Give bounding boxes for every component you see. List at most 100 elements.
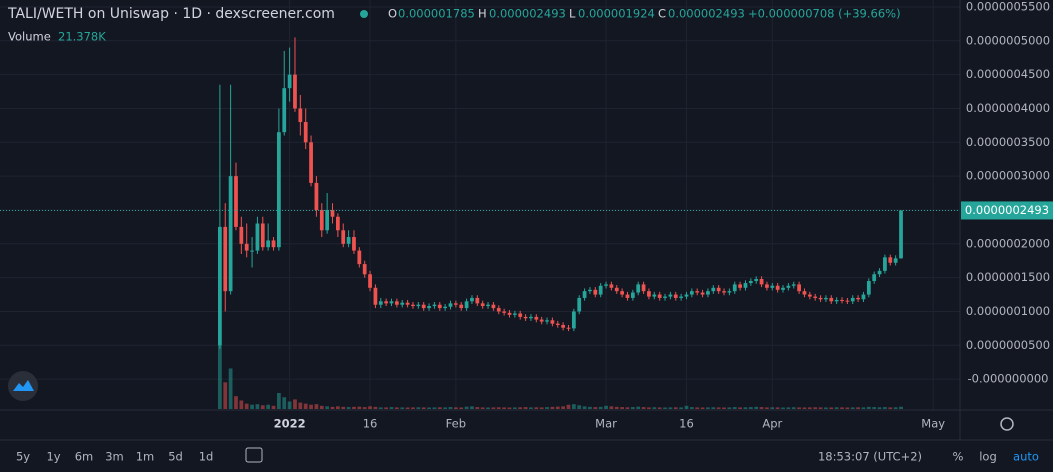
- candle-body: [255, 223, 260, 251]
- candle-body: [550, 320, 555, 324]
- volume-bar: [641, 407, 646, 409]
- settings-icon[interactable]: [1000, 417, 1014, 431]
- range-button[interactable]: 1y: [46, 450, 60, 464]
- volume-bar: [555, 406, 560, 409]
- last-price-box: [961, 201, 1053, 220]
- volume-bar: [711, 407, 716, 409]
- volume-bar: [663, 407, 667, 409]
- candle-body: [866, 281, 871, 295]
- candle-body: [400, 302, 405, 305]
- candle-body: [824, 297, 828, 300]
- volume-bar: [416, 407, 421, 409]
- range-button[interactable]: 1d: [199, 450, 214, 464]
- log-toggle[interactable]: log: [979, 450, 997, 464]
- volume-value: 21.378K: [58, 30, 106, 44]
- candle-body: [352, 237, 356, 251]
- candle-body: [711, 287, 716, 292]
- candle-body: [673, 294, 678, 298]
- volume-bar: [352, 406, 356, 409]
- candle-body: [834, 299, 839, 302]
- volume-bar: [883, 407, 887, 409]
- volume-bar: [427, 407, 431, 409]
- candle-body: [765, 284, 769, 288]
- candle-body: [330, 209, 335, 217]
- x-tick-label: Mar: [595, 417, 617, 431]
- candle-body: [657, 294, 662, 298]
- volume-bar: [373, 406, 378, 409]
- volume-bar: [293, 399, 297, 409]
- volume-bar: [743, 407, 748, 409]
- clock: 18:53:07 (UTC+2): [818, 450, 922, 464]
- candle-body: [588, 289, 592, 292]
- candle-body: [695, 291, 700, 293]
- range-button[interactable]: 6m: [75, 450, 94, 464]
- candle-body: [652, 294, 657, 297]
- volume-bar: [856, 407, 860, 409]
- candle-body: [534, 316, 539, 320]
- volume-bar: [459, 407, 464, 409]
- y-tick-label: -0.000000000: [968, 372, 1049, 386]
- volume-bar: [781, 407, 785, 409]
- volume-bar: [695, 407, 700, 409]
- ohlc-label: H: [478, 7, 487, 21]
- candle-body: [759, 278, 764, 285]
- candle-body: [555, 323, 560, 326]
- volume-bar: [260, 405, 265, 409]
- range-button[interactable]: 1m: [136, 450, 155, 464]
- volume-bar: [448, 407, 453, 409]
- range-button[interactable]: 5y: [16, 450, 30, 464]
- pair-title: TALI/WETH on Uniswap · 1D · dexscreener.…: [7, 6, 335, 22]
- volume-bar: [706, 407, 710, 409]
- candle-body: [732, 284, 737, 292]
- ohlc-label: L: [569, 7, 576, 21]
- candle-body: [518, 313, 523, 317]
- volume-bar: [732, 407, 737, 409]
- candle-body: [314, 182, 319, 210]
- volume-bar: [620, 407, 624, 409]
- change-value: +0.000000708 (+39.66%): [748, 7, 901, 21]
- volume-bar: [223, 382, 228, 409]
- volume-bar: [770, 407, 775, 409]
- candle-body: [791, 284, 796, 286]
- volume-bar: [534, 407, 539, 409]
- volume-bar: [845, 407, 850, 409]
- volume-bar: [840, 407, 844, 409]
- calendar-icon[interactable]: [245, 447, 263, 463]
- volume-bar: [218, 345, 222, 409]
- candle-body: [582, 291, 587, 298]
- percent-toggle[interactable]: %: [953, 450, 964, 464]
- volume-bar: [679, 407, 683, 409]
- candle-body: [802, 291, 807, 295]
- candle-body: [786, 285, 791, 288]
- range-button[interactable]: 3m: [105, 450, 124, 464]
- candle-body: [384, 301, 389, 304]
- volume-bar: [400, 407, 405, 409]
- y-tick-label: 0.0000002000: [966, 236, 1050, 250]
- volume-bar: [421, 407, 426, 409]
- candle-body: [523, 316, 528, 319]
- y-tick-label: 0.0000003500: [966, 135, 1050, 149]
- volume-bar: [432, 407, 437, 409]
- candle-body: [893, 258, 898, 263]
- volume-bar: [309, 404, 313, 409]
- candle-body: [239, 226, 244, 244]
- candle-body: [722, 291, 726, 293]
- candle-body: [598, 285, 603, 295]
- candle-body: [566, 327, 571, 329]
- candle-body: [861, 294, 866, 300]
- candle-body: [625, 294, 630, 298]
- candle-body: [427, 306, 431, 309]
- candle-body: [614, 287, 619, 292]
- range-button[interactable]: 5d: [168, 450, 183, 464]
- y-tick-label: 0.0000004500: [966, 67, 1050, 81]
- auto-toggle[interactable]: auto: [1013, 450, 1039, 464]
- candle-body: [277, 132, 281, 248]
- candle-body: [781, 287, 785, 290]
- candle-body: [416, 304, 421, 307]
- volume-bar: [491, 407, 496, 409]
- volume-bar: [684, 405, 689, 409]
- candle-body: [250, 250, 254, 252]
- volume-bar: [561, 406, 566, 409]
- candle-body: [840, 299, 844, 301]
